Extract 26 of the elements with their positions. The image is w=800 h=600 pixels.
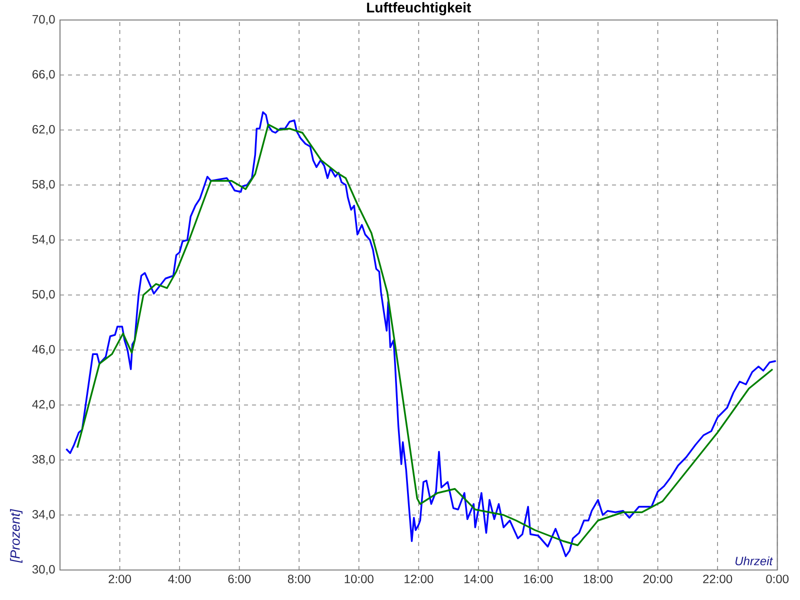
y-tick-label: 46,0 [32,345,55,355]
y-axis-title: [Prozent] [10,509,22,563]
x-tick-label: 10:00 [344,574,374,584]
y-tick-label: 62,0 [32,125,55,135]
x-tick-label: 20:00 [643,574,672,584]
y-tick-label: 54,0 [32,235,55,245]
x-tick-label: 14:00 [464,574,493,584]
x-tick-label: 2:00 [108,574,131,584]
x-tick-label: 12:00 [404,574,434,584]
y-tick-label: 38,0 [32,455,55,465]
y-tick-label: 50,0 [32,290,55,300]
x-tick-label: 6:00 [228,574,251,584]
chart-title: Luftfeuchtigkeit [367,2,472,16]
x-tick-label: 16:00 [524,574,553,584]
y-tick-label: 70,0 [32,15,55,25]
y-tick-label: 42,0 [32,400,55,410]
x-tick-label: 0:00 [766,574,789,584]
y-tick-label: 58,0 [32,180,55,190]
y-tick-label: 34,0 [32,510,55,520]
y-tick-label: 66,0 [32,70,55,80]
x-tick-label: 4:00 [168,574,191,584]
x-tick-label: 22:00 [703,574,732,584]
x-tick-label: 8:00 [288,574,310,584]
x-axis-title: Uhrzeit [736,556,774,566]
x-tick-label: 18:00 [584,574,613,584]
y-tick-label: 30,0 [32,565,55,575]
